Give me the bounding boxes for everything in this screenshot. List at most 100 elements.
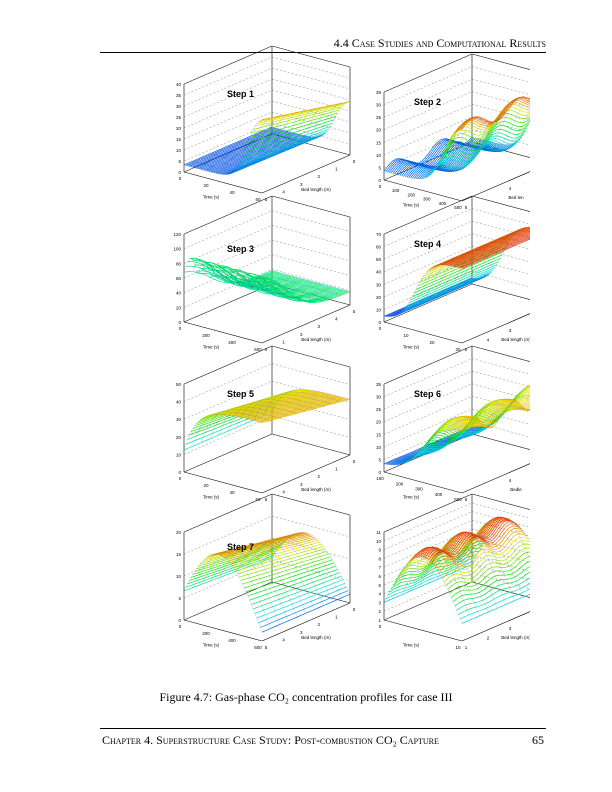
surface-mesh <box>263 534 342 599</box>
axis-edge <box>261 602 351 642</box>
surface-mesh <box>260 590 349 628</box>
surface-mesh <box>254 536 333 602</box>
surface-mesh <box>230 539 319 564</box>
surface-mesh <box>251 572 340 605</box>
surface-mesh <box>227 281 307 303</box>
surface-mesh <box>254 104 333 145</box>
surface-mesh <box>263 391 342 416</box>
surface-mesh <box>229 391 319 416</box>
surface-mesh <box>235 134 324 171</box>
surface-mesh <box>452 566 530 602</box>
z-tick-label: 35 <box>176 93 182 98</box>
surface-mesh <box>392 261 471 313</box>
grid-line <box>183 254 351 293</box>
z-tick-label: 50 <box>176 382 182 387</box>
surface-mesh <box>440 536 529 576</box>
surface-mesh <box>222 534 312 557</box>
z-tick-label: 0 <box>178 320 181 325</box>
surface-mesh <box>471 384 530 427</box>
surface-mesh <box>263 103 342 141</box>
surface-mesh <box>429 521 519 562</box>
surface-mesh <box>452 232 530 267</box>
surface-plot: 0 10 20 30 40 50 60 70 0 10 20 30 5 4 3 2 1 Time (s) Bed l… <box>376 195 530 352</box>
surface-mesh <box>238 393 328 418</box>
time-tick-label: 400 <box>439 201 447 206</box>
surface-mesh <box>436 100 515 151</box>
time-axis-label: Time (s) <box>403 643 420 648</box>
surface-mesh <box>406 267 496 306</box>
axis-edge <box>383 179 463 202</box>
bed-tick-label: 5 <box>265 645 268 650</box>
surface-mesh <box>445 406 524 439</box>
surface-mesh <box>247 565 336 597</box>
surface-mesh <box>242 126 331 158</box>
surface-mesh <box>454 233 530 268</box>
time-tick-label: 600 <box>254 645 262 650</box>
surface-mesh <box>237 133 326 169</box>
axis-edge <box>383 471 463 494</box>
z-tick-label: 40 <box>176 82 182 87</box>
grid-line <box>383 129 530 168</box>
surface-mesh <box>389 554 478 593</box>
z-tick-label: 50 <box>376 257 382 262</box>
surface-mesh <box>254 397 343 422</box>
grid-line <box>383 493 530 533</box>
step-label: Step 4 <box>414 239 441 249</box>
axis-edge <box>383 141 473 181</box>
time-tick-label: 0 <box>179 624 182 629</box>
grid-line <box>383 208 530 247</box>
grid-line <box>183 493 351 533</box>
bed-tick-label: 5 <box>465 497 468 502</box>
surface-mesh <box>219 112 298 160</box>
surface-mesh <box>249 112 338 138</box>
surface-mesh <box>238 131 328 166</box>
surface-mesh <box>410 551 489 613</box>
surface-mesh <box>463 109 530 152</box>
z-tick-label: 15 <box>176 552 182 557</box>
time-tick-label: 0 <box>179 326 182 331</box>
surface-mesh <box>251 109 340 134</box>
time-tick-label: 0 <box>379 326 382 331</box>
axis-edge <box>383 195 473 235</box>
grid-line <box>383 555 530 594</box>
bed-tick-label: 2 <box>318 474 321 479</box>
z-tick-label: 35 <box>376 382 382 387</box>
surface-mesh <box>444 227 530 266</box>
axis-edge <box>383 581 473 621</box>
axis-edge <box>261 154 351 194</box>
surface-mesh <box>261 101 351 120</box>
bed-tick-label: 2 <box>318 174 321 179</box>
surface-mesh <box>208 269 297 290</box>
surface-mesh <box>456 235 530 268</box>
surface-mesh <box>231 541 320 566</box>
surface-mesh <box>390 426 480 466</box>
z-tick-label: 5 <box>378 457 381 462</box>
surface-mesh <box>219 404 298 435</box>
bed-tick-label: 2 <box>300 332 303 337</box>
time-tick-label: 300 <box>423 197 431 202</box>
grid-line <box>383 66 530 105</box>
grid-line <box>183 195 351 235</box>
axis-edge <box>183 195 273 235</box>
surface-mesh <box>401 273 490 313</box>
bed-tick-label: 1 <box>335 467 338 472</box>
surface-mesh <box>212 274 301 291</box>
bed-axis-label: Bed length (m) <box>501 635 531 640</box>
surface-mesh <box>253 107 342 130</box>
surface-mesh <box>249 569 338 601</box>
surface-mesh <box>245 396 324 424</box>
header-rule <box>100 52 546 53</box>
surface-mesh <box>447 229 530 266</box>
axis-edge <box>383 619 463 642</box>
z-tick-label: 60 <box>376 245 382 250</box>
grid-line <box>383 520 530 559</box>
bed-axis-label: Bed len <box>508 195 524 200</box>
bed-tick-label: 0 <box>265 347 268 352</box>
axis-edge <box>383 345 473 385</box>
surface-mesh <box>454 100 530 150</box>
chapter-footer: Chapter 4. Superstructure Case Study: Po… <box>102 733 439 747</box>
surface-mesh <box>224 390 313 416</box>
surface-mesh <box>399 274 489 314</box>
